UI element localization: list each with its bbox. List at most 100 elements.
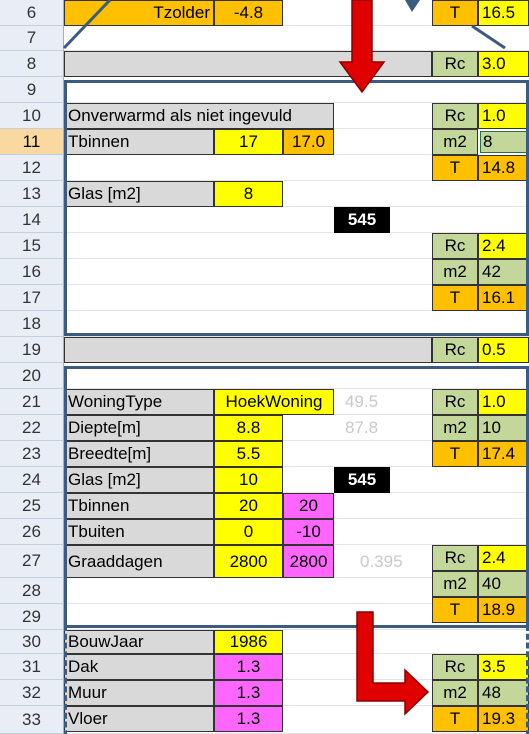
b1r2-rc-value-cell[interactable]: 2.4 [478,233,529,259]
row-header-21[interactable]: 21 [0,389,64,415]
row-header-16[interactable]: 16 [0,259,64,285]
b1-tbinnen-label-cell[interactable]: Tbinnen [64,129,214,155]
row-header-13[interactable]: 13 [0,181,64,207]
row-header-17[interactable]: 17 [0,285,64,311]
row-header-26[interactable]: 26 [0,519,64,545]
vloer-label-cell[interactable]: Vloer [64,706,214,732]
row-header-19[interactable]: 19 [0,337,64,363]
bouwjaar-label-cell[interactable]: BouwJaar [64,630,214,654]
muur-label-cell[interactable]: Muur [64,680,214,706]
row-header-15[interactable]: 15 [0,233,64,259]
b2r2-m2-label: m2 [443,574,467,593]
b3-rc-value-cell[interactable]: 3.5 [478,654,529,680]
row-header-10[interactable]: 10 [0,103,64,129]
b2r2-t-label-cell[interactable]: T [432,597,478,623]
b3-m2-label-cell[interactable]: m2 [432,680,478,706]
graaddagen-a-cell[interactable]: 2800 [214,545,283,578]
b1r1-t-value-cell[interactable]: 14.8 [478,155,529,181]
b2r1-t-value-cell[interactable]: 17.4 [478,441,529,467]
bouwjaar-value-cell[interactable]: 1986 [214,630,283,654]
gridline [64,492,529,493]
b1r1-rc-value-cell[interactable]: 1.0 [478,103,529,129]
tzolder-value-cell[interactable]: -4.8 [214,0,283,26]
unheated-note-cell[interactable]: Onverwarmd als niet ingevuld [64,103,334,129]
row-header-28[interactable]: 28 [0,578,64,604]
muur-value-cell[interactable]: 1.3 [214,680,283,706]
row-header-9[interactable]: 9 [0,77,64,103]
b1-power-cell[interactable]: 545 [334,207,390,233]
b2r1-m2-value-cell[interactable]: 10 [478,415,529,441]
row-header-32[interactable]: 32 [0,680,64,706]
b2r1-m2-label-cell[interactable]: m2 [432,415,478,441]
b2-power-cell[interactable]: 545 [334,467,390,493]
b1-glas-value-cell[interactable]: 8 [214,181,283,207]
row-header-23[interactable]: 23 [0,441,64,467]
row-header-22[interactable]: 22 [0,415,64,441]
tbuiten-label-cell[interactable]: Tbuiten [64,519,214,545]
graaddagen-label-cell[interactable]: Graaddagen [64,545,214,578]
active-cell-b1r1-m2[interactable]: 8 [478,129,529,155]
graaddagen-b-cell[interactable]: 2800 [283,545,334,578]
b2-glas-label: Glas [m2] [68,470,141,489]
b2-tbinnen-b-cell[interactable]: 20 [283,493,334,519]
b1r2-rc-label-cell[interactable]: Rc [432,233,478,259]
b2-tbinnen-a-cell[interactable]: 20 [214,493,283,519]
row8-rc-label-cell[interactable]: Rc [432,51,478,77]
b2r2-rc-value-cell[interactable]: 2.4 [478,545,529,571]
breedte-value-cell[interactable]: 5.5 [214,441,283,467]
b1r2-t-value-cell[interactable]: 16.1 [478,285,529,311]
b2-glas-label-cell[interactable]: Glas [m2] [64,467,214,493]
woningtype-value-cell[interactable]: HoekWoning [214,389,334,415]
b2r1-rc-value-cell[interactable]: 1.0 [478,389,529,415]
row-header-20[interactable]: 20 [0,363,64,389]
b1r2-t-label-cell[interactable]: T [432,285,478,311]
b1r1-m2-label-cell[interactable]: m2 [432,129,478,155]
b1-tbinnen-input-cell[interactable]: 17 [214,129,283,155]
b1r1-rc-label-cell[interactable]: Rc [432,103,478,129]
tbuiten-a-cell[interactable]: 0 [214,519,283,545]
b2-glas-value-cell[interactable]: 10 [214,467,283,493]
b2r2-rc-label-cell[interactable]: Rc [432,545,478,571]
b3-m2-value-cell[interactable]: 48 [478,680,529,706]
diepte-label-cell[interactable]: Diepte[m] [64,415,214,441]
row-header-7[interactable]: 7 [0,26,64,51]
row-header-12[interactable]: 12 [0,155,64,181]
diepte-value-cell[interactable]: 8.8 [214,415,283,441]
tbuiten-label: Tbuiten [68,522,125,541]
row-header-24[interactable]: 24 [0,467,64,493]
row-header-6[interactable]: 6 [0,0,64,26]
b3-t-label-cell[interactable]: T [432,706,478,732]
row-header-31[interactable]: 31 [0,654,64,680]
b2r1-rc-label-cell[interactable]: Rc [432,389,478,415]
top-t-label-cell[interactable]: T [432,0,478,26]
top-t-value-cell[interactable]: 16.5 [478,0,529,26]
row-header-29[interactable]: 29 [0,604,64,630]
b1r2-m2-value-cell[interactable]: 42 [478,259,529,285]
b2-tbinnen-label-cell[interactable]: Tbinnen [64,493,214,519]
row19-gray-band[interactable] [64,337,432,363]
b3-t-value-cell[interactable]: 19.3 [478,706,529,732]
dak-value-cell[interactable]: 1.3 [214,654,283,680]
b1r2-m2-label-cell[interactable]: m2 [432,259,478,285]
row-header-27[interactable]: 27 [0,545,64,578]
breedte-label-cell[interactable]: Breedte[m] [64,441,214,467]
row-header-14[interactable]: 14 [0,207,64,233]
tbuiten-b-cell[interactable]: -10 [283,519,334,545]
row-header-8[interactable]: 8 [0,51,64,77]
row-header-25[interactable]: 25 [0,493,64,519]
woningtype-label-cell[interactable]: WoningType [64,389,214,415]
row19-rc-value-cell[interactable]: 0.5 [478,337,529,363]
row-header-11[interactable]: 11 [0,129,64,155]
row19-rc-label-cell[interactable]: Rc [432,337,478,363]
row-header-18[interactable]: 18 [0,311,64,337]
b2r1-t-label-cell[interactable]: T [432,441,478,467]
vloer-value-cell[interactable]: 1.3 [214,706,283,732]
b1r1-t-label-cell[interactable]: T [432,155,478,181]
b3-rc-label-cell[interactable]: Rc [432,654,478,680]
b2r2-m2-label-cell[interactable]: m2 [432,571,478,597]
b2r2-m2-value-cell[interactable]: 40 [478,571,529,597]
dak-label-cell[interactable]: Dak [64,654,214,680]
row-header-30[interactable]: 30 [0,630,64,654]
b1-tbinnen-value-cell[interactable]: 17.0 [283,129,334,155]
